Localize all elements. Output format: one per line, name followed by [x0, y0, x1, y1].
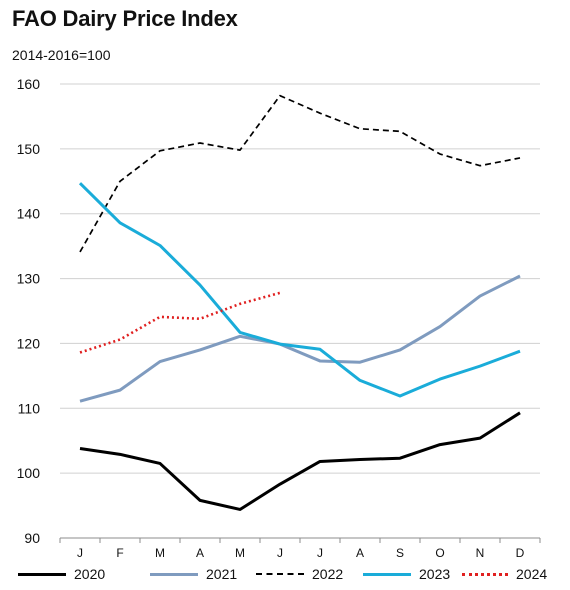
legend-label: 2020	[74, 566, 106, 582]
x-tick-label: A	[196, 546, 204, 560]
legend-swatch	[18, 572, 66, 576]
x-tick-label: J	[317, 546, 323, 560]
legend-item-2023: 2023	[363, 561, 450, 587]
y-tick-label: 90	[24, 530, 40, 546]
legend-swatch	[363, 572, 411, 576]
legend-swatch	[150, 572, 198, 576]
series-line-2020	[79, 411, 521, 511]
series-line-2023	[78, 182, 521, 398]
y-tick-label: 110	[18, 400, 41, 416]
y-tick-label: 150	[17, 141, 41, 157]
x-tick-label: A	[356, 546, 364, 560]
y-tick-label: 100	[17, 465, 41, 481]
x-tick-label: S	[396, 546, 404, 560]
legend-label: 2021	[206, 566, 238, 582]
chart-title: FAO Dairy Price Index	[12, 6, 238, 31]
y-tick-label: 140	[17, 206, 41, 222]
legend-label: 2022	[312, 566, 344, 582]
legend-swatch	[462, 572, 508, 576]
series-line-2024	[79, 291, 281, 354]
chart-subtitle: 2014-2016=100	[12, 47, 111, 63]
series-line-2022	[79, 94, 521, 253]
y-tick-label: 130	[17, 271, 41, 287]
legend-label: 2023	[419, 566, 451, 582]
y-tick-label: 160	[17, 76, 41, 92]
x-tick-label: O	[435, 546, 444, 560]
x-tick-label: D	[516, 546, 525, 560]
chart-legend: 2020 2021 2022 2023 2024	[0, 561, 570, 587]
legend-item-2020: 2020	[18, 561, 105, 587]
x-tick-label: M	[235, 546, 245, 560]
x-tick-label: J	[277, 546, 283, 560]
x-tick-label: F	[116, 546, 123, 560]
legend-swatch	[256, 573, 304, 575]
legend-label: 2024	[516, 566, 548, 582]
x-tick-label: J	[77, 546, 83, 560]
x-tick-label: M	[155, 546, 165, 560]
series-line-2021	[79, 274, 521, 403]
x-tick-label: N	[476, 546, 485, 560]
legend-item-2022: 2022	[256, 561, 343, 587]
legend-item-2024: 2024	[462, 561, 547, 587]
legend-item-2021: 2021	[150, 561, 237, 587]
y-tick-label: 120	[17, 335, 41, 351]
